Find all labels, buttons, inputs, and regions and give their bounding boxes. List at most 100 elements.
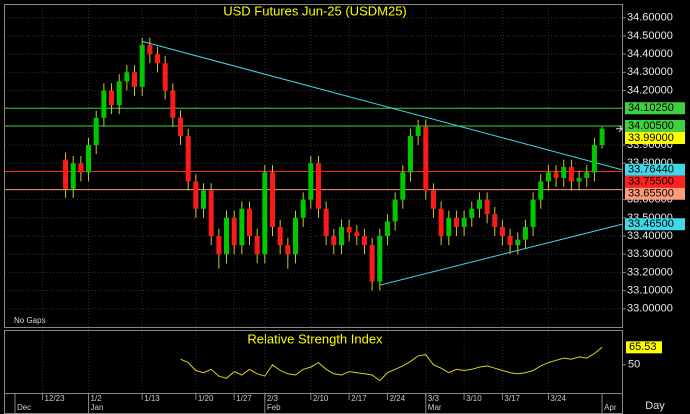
price-label: 34.10250 [628, 102, 674, 114]
candle-body [438, 208, 444, 237]
candle-body [377, 236, 383, 282]
candle-body [369, 245, 375, 282]
candle-body [231, 217, 237, 246]
rsi-label-box [626, 341, 662, 354]
x-tick-label: 3/24 [550, 394, 566, 403]
price-label-box [625, 187, 685, 200]
candle-body [70, 163, 76, 189]
candle-body [308, 163, 314, 200]
candle-body [538, 181, 544, 200]
candle-body [269, 172, 275, 227]
candle-body [553, 172, 559, 178]
candle-body [132, 72, 138, 87]
candle-body [139, 45, 145, 87]
candle-body [568, 166, 574, 182]
price-label-box [625, 175, 685, 188]
candle-body [170, 90, 176, 118]
candle-body [484, 199, 490, 215]
rsi-label: 65.53 [629, 341, 657, 353]
x-tick-label: 12/23 [45, 394, 66, 403]
y-tick-label: 33.20000 [627, 266, 673, 278]
candle-body [354, 232, 360, 237]
price-label: 34.00500 [628, 120, 674, 132]
candle-body [78, 163, 84, 173]
x-tick-label: 1/27 [236, 394, 252, 403]
candle-body [101, 90, 107, 118]
candle-body [277, 226, 283, 246]
candle-body [292, 217, 298, 255]
candle-body [545, 172, 551, 182]
candle-body [346, 226, 352, 233]
candle-body [476, 199, 482, 209]
candle-body [262, 172, 268, 255]
candle-body [93, 117, 99, 146]
price-label-box [625, 218, 685, 231]
candle-body [185, 135, 191, 182]
price-label: 33.46500 [628, 218, 674, 230]
x-tick-label: 1/20 [198, 394, 214, 403]
period-label: Day [645, 400, 665, 412]
candle-body [561, 166, 567, 178]
candle-body [522, 226, 528, 240]
candle-body [576, 177, 582, 182]
candle-body [392, 199, 398, 222]
candle-body [178, 117, 184, 136]
candle-body [423, 126, 429, 191]
candle-body [155, 54, 161, 64]
price-label-box [625, 163, 685, 176]
y-tick-label: 33.00000 [627, 303, 673, 315]
candle-body [469, 208, 475, 218]
candle-body [584, 172, 590, 178]
price-label: 33.65500 [628, 188, 674, 200]
candle-body [86, 145, 92, 173]
month-label: Apr [604, 403, 617, 412]
month-label: Jan [91, 403, 104, 412]
price-label-box [625, 119, 685, 132]
candle-body [591, 145, 597, 173]
candle-body [338, 226, 344, 246]
trendline [142, 40, 623, 171]
candle-body [224, 217, 230, 255]
x-tick-label: 1/2 [91, 394, 103, 403]
candle-body [323, 208, 329, 237]
candle-body [430, 190, 436, 209]
candle-body [201, 190, 207, 209]
candle-body [515, 239, 521, 246]
x-tick-label: 1/13 [144, 394, 160, 403]
candle-body [285, 245, 291, 255]
candle-body [216, 236, 222, 255]
candle-body [109, 90, 115, 106]
price-label: 33.76440 [628, 164, 674, 176]
gap-note: No Gaps [14, 316, 46, 325]
candle-body [530, 199, 536, 227]
candle-body [124, 72, 130, 82]
candle-body [599, 128, 605, 146]
candle-body [63, 159, 69, 189]
candle-body [400, 172, 406, 200]
month-label: Dec [17, 403, 31, 412]
x-tick-label: 2/24 [389, 394, 405, 403]
candle-body [300, 199, 306, 218]
candle-body [239, 208, 245, 246]
y-tick-label: 50 [628, 359, 640, 371]
y-tick-label: 33.10000 [627, 285, 673, 297]
y-tick-label: 34.50000 [627, 30, 673, 42]
rsi-line [180, 346, 603, 382]
y-tick-label: 34.40000 [627, 48, 673, 60]
rsi-title: Relative Strength Index [247, 331, 383, 346]
candle-body [361, 236, 367, 246]
candle-body [492, 214, 498, 227]
price-panel-frame [4, 4, 623, 328]
candle-body [254, 236, 260, 255]
candle-body [208, 190, 214, 237]
candle-body [453, 217, 459, 227]
price-label-box [625, 131, 685, 144]
candle-body [384, 221, 390, 237]
candle-body [315, 163, 321, 209]
candle-body [415, 126, 421, 136]
month-label: Feb [267, 403, 281, 412]
x-tick-label: 3/17 [504, 394, 520, 403]
